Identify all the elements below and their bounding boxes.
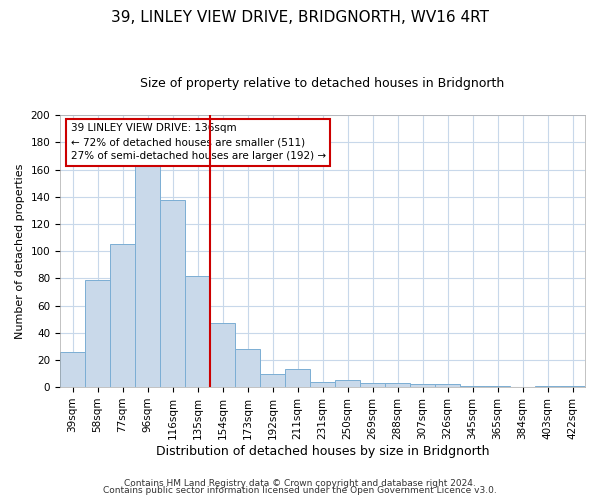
Bar bbox=[110, 244, 135, 387]
Bar bbox=[435, 384, 460, 387]
Bar bbox=[535, 386, 560, 387]
Bar bbox=[135, 163, 160, 387]
Bar bbox=[410, 384, 435, 387]
Title: Size of property relative to detached houses in Bridgnorth: Size of property relative to detached ho… bbox=[140, 78, 505, 90]
Text: 39 LINLEY VIEW DRIVE: 136sqm
← 72% of detached houses are smaller (511)
27% of s: 39 LINLEY VIEW DRIVE: 136sqm ← 72% of de… bbox=[71, 124, 326, 162]
Bar bbox=[485, 386, 510, 387]
Y-axis label: Number of detached properties: Number of detached properties bbox=[15, 164, 25, 339]
Text: Contains HM Land Registry data © Crown copyright and database right 2024.: Contains HM Land Registry data © Crown c… bbox=[124, 478, 476, 488]
Bar bbox=[185, 276, 210, 387]
Bar bbox=[260, 374, 285, 387]
Bar bbox=[285, 370, 310, 387]
Bar bbox=[385, 383, 410, 387]
Text: Contains public sector information licensed under the Open Government Licence v3: Contains public sector information licen… bbox=[103, 486, 497, 495]
Text: 39, LINLEY VIEW DRIVE, BRIDGNORTH, WV16 4RT: 39, LINLEY VIEW DRIVE, BRIDGNORTH, WV16 … bbox=[111, 10, 489, 25]
Bar bbox=[60, 352, 85, 387]
Bar bbox=[85, 280, 110, 387]
Bar bbox=[310, 382, 335, 387]
Bar bbox=[460, 386, 485, 387]
Bar bbox=[235, 349, 260, 387]
X-axis label: Distribution of detached houses by size in Bridgnorth: Distribution of detached houses by size … bbox=[156, 444, 489, 458]
Bar bbox=[210, 323, 235, 387]
Bar bbox=[360, 383, 385, 387]
Bar bbox=[335, 380, 360, 387]
Bar bbox=[160, 200, 185, 387]
Bar bbox=[560, 386, 585, 387]
